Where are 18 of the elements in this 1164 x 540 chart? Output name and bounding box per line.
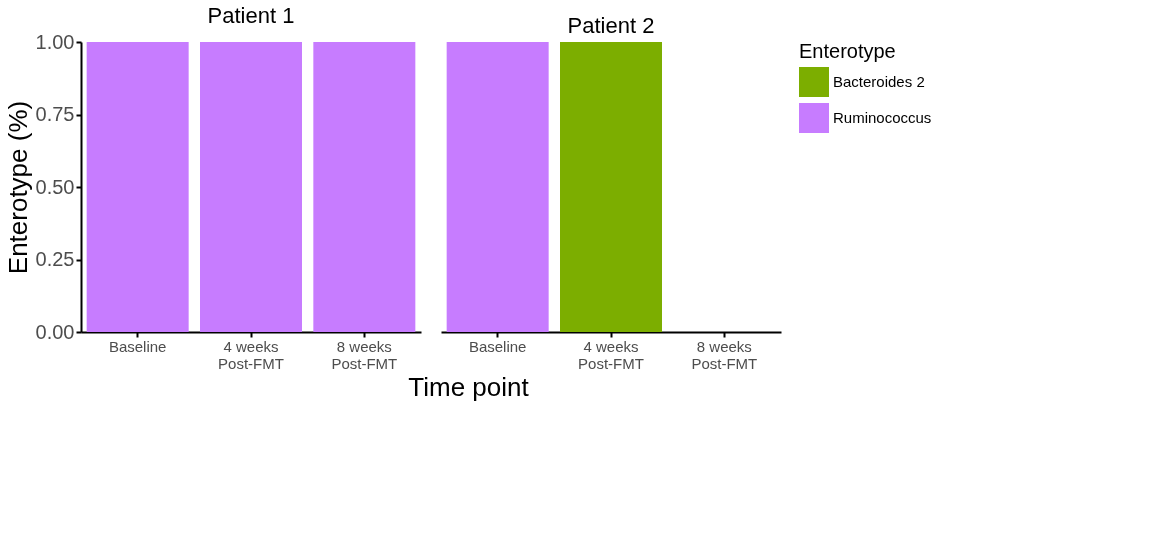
y-tick-label: 0.50 (35, 175, 75, 198)
legend-label: Ruminococcus (833, 109, 932, 126)
x-tick-label: Baseline (468, 337, 527, 355)
y-tick-label: 0.75 (35, 103, 75, 125)
y-axis-title: Enterotype (%) (2, 100, 33, 275)
legend-title: Enterotype (799, 40, 896, 62)
x-tick-label: 4 weeks Post-FMT (578, 337, 644, 372)
chart-title: Patient 2 (567, 13, 655, 38)
y-tick-label: 0.25 (35, 248, 75, 270)
y-tick-label: 0.00 (35, 320, 75, 343)
legend-label: Bacteroides 2 (833, 73, 925, 90)
chart-title: Patient 1 (207, 3, 295, 28)
y-tick-label: 1.00 (35, 30, 75, 53)
x-tick-label: 8 weeks Post-FMT (331, 337, 398, 372)
x-tick-label: 8 weeks Post-FMT (691, 337, 758, 372)
x-tick-label: 4 weeks Post-FMT (218, 337, 284, 372)
x-tick-label: Baseline (108, 337, 167, 355)
x-axis-title: Time point (408, 372, 530, 402)
